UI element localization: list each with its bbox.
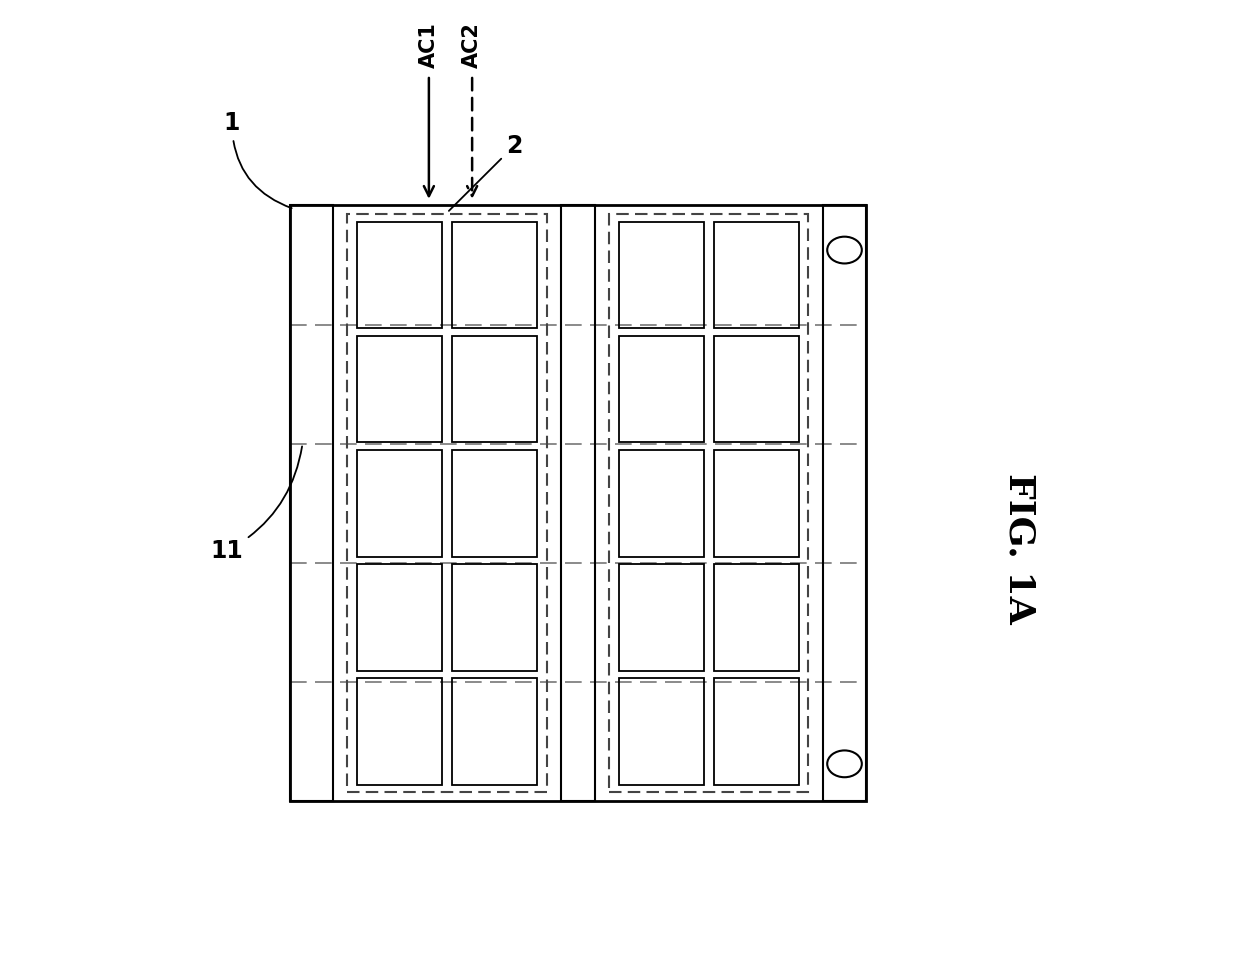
Bar bbox=[357, 336, 443, 443]
Bar bbox=[713, 564, 799, 670]
Bar bbox=[713, 450, 799, 557]
Text: AC2: AC2 bbox=[463, 22, 482, 68]
Bar bbox=[357, 564, 443, 670]
Bar bbox=[619, 678, 704, 784]
Bar bbox=[451, 678, 537, 784]
Bar bbox=[357, 221, 443, 329]
Bar bbox=[451, 336, 537, 443]
Bar bbox=[560, 205, 595, 801]
Bar bbox=[290, 205, 332, 801]
Bar bbox=[609, 215, 808, 792]
Text: AC1: AC1 bbox=[419, 22, 439, 68]
Bar bbox=[823, 205, 866, 801]
Text: FIG. 1A: FIG. 1A bbox=[1003, 473, 1037, 624]
Bar bbox=[619, 450, 704, 557]
Bar bbox=[619, 336, 704, 443]
Bar bbox=[347, 215, 547, 792]
Bar bbox=[713, 678, 799, 784]
Bar bbox=[451, 221, 537, 329]
Text: 2: 2 bbox=[449, 133, 522, 211]
Bar bbox=[619, 564, 704, 670]
Bar bbox=[451, 450, 537, 557]
Text: 11: 11 bbox=[211, 447, 303, 563]
Bar bbox=[713, 221, 799, 329]
Bar bbox=[290, 205, 867, 801]
Bar bbox=[713, 336, 799, 443]
Bar bbox=[357, 450, 443, 557]
Bar bbox=[357, 678, 443, 784]
Bar bbox=[451, 564, 537, 670]
Text: 1: 1 bbox=[223, 111, 291, 208]
Bar bbox=[619, 221, 704, 329]
